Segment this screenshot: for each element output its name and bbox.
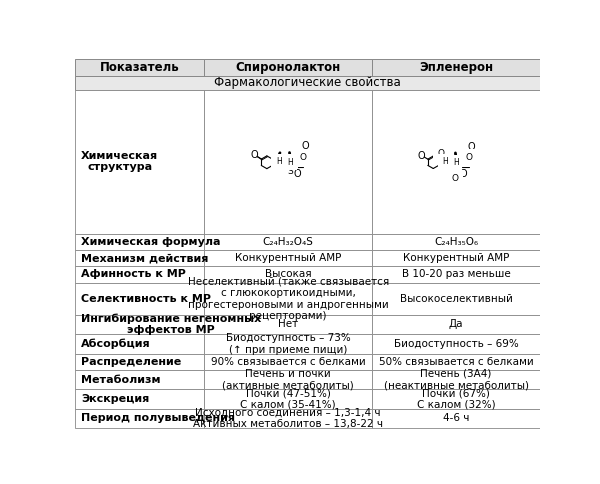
- Text: Ḧ: Ḧ: [275, 159, 281, 167]
- Bar: [204, 370, 372, 389]
- Text: Спиронолактон: Спиронолактон: [236, 61, 341, 74]
- Text: Фармакологические свойства: Фармакологические свойства: [214, 76, 401, 89]
- Bar: [75, 353, 204, 370]
- Text: Эпленерон: Эпленерон: [419, 61, 493, 74]
- Text: Экскреция: Экскреция: [81, 394, 149, 404]
- Text: Ингибирование негеномных
эффектов МР: Ингибирование негеномных эффектов МР: [81, 313, 262, 335]
- Text: Почки (67%)
С калом (32%): Почки (67%) С калом (32%): [417, 388, 496, 410]
- Text: O: O: [294, 169, 301, 179]
- Text: Показатель: Показатель: [100, 61, 179, 74]
- Text: Биодоступность – 69%: Биодоступность – 69%: [394, 339, 518, 349]
- Text: O: O: [302, 141, 309, 151]
- Bar: [204, 250, 372, 266]
- Bar: [75, 370, 204, 389]
- Text: Да: Да: [449, 319, 463, 330]
- Bar: [372, 233, 540, 250]
- Bar: [204, 353, 372, 370]
- Text: C₂₄H₃₅O₆: C₂₄H₃₅O₆: [434, 237, 478, 247]
- Bar: [204, 389, 372, 408]
- Text: H: H: [276, 157, 281, 166]
- Text: Нет: Нет: [278, 319, 298, 330]
- Text: Абсорбция: Абсорбция: [81, 339, 151, 349]
- Text: O: O: [437, 149, 444, 158]
- Text: Высокоселективный: Высокоселективный: [400, 294, 512, 304]
- Text: O: O: [467, 142, 475, 151]
- Bar: [204, 283, 372, 315]
- Bar: [204, 408, 372, 428]
- Bar: [75, 233, 204, 250]
- Text: Печень и почки
(активные метаболиты): Печень и почки (активные метаболиты): [223, 369, 354, 391]
- Text: O: O: [469, 150, 476, 159]
- Text: Период полувыведения: Период полувыведения: [81, 413, 235, 424]
- Bar: [372, 90, 540, 233]
- Bar: [372, 59, 540, 76]
- Bar: [372, 408, 540, 428]
- Bar: [75, 90, 204, 233]
- Text: H: H: [453, 158, 458, 167]
- Text: Распределение: Распределение: [81, 357, 181, 367]
- Text: 50% связывается с белками: 50% связывается с белками: [379, 357, 533, 367]
- Bar: [75, 315, 204, 334]
- Text: S: S: [287, 167, 293, 176]
- Bar: [75, 283, 204, 315]
- Bar: [204, 90, 372, 233]
- Bar: [75, 250, 204, 266]
- Text: O: O: [300, 153, 307, 162]
- Bar: [75, 76, 540, 90]
- Text: O: O: [452, 174, 458, 183]
- Text: O: O: [418, 151, 425, 161]
- Text: Печень (3А4)
(неактивные метаболиты): Печень (3А4) (неактивные метаболиты): [383, 369, 529, 391]
- Bar: [75, 266, 204, 283]
- Bar: [372, 283, 540, 315]
- Text: Исходного соединения – 1,3-1,4 ч
Активных метаболитов – 13,8-22 ч: Исходного соединения – 1,3-1,4 ч Активны…: [193, 408, 383, 429]
- Text: O: O: [460, 169, 467, 179]
- Text: Механизм действия: Механизм действия: [81, 253, 209, 263]
- Bar: [372, 370, 540, 389]
- Text: Химическая
структура: Химическая структура: [81, 151, 158, 172]
- Bar: [204, 233, 372, 250]
- Bar: [372, 315, 540, 334]
- Text: O: O: [251, 150, 258, 160]
- Text: Неселективный (также связывается
с глюкокортикоидными,
прогестероновыми и андрог: Неселективный (также связывается с глюко…: [188, 276, 389, 321]
- Bar: [204, 266, 372, 283]
- Text: O: O: [466, 153, 472, 163]
- Text: H: H: [287, 158, 293, 166]
- Bar: [204, 334, 372, 353]
- Bar: [372, 250, 540, 266]
- Text: Селективность к МР: Селективность к МР: [81, 294, 211, 304]
- Bar: [204, 59, 372, 76]
- Text: Биодоступность – 73%
(↑ при приеме пищи): Биодоступность – 73% (↑ при приеме пищи): [226, 333, 350, 355]
- Text: H: H: [442, 157, 448, 166]
- Text: Метаболизм: Метаболизм: [81, 375, 161, 385]
- Bar: [372, 266, 540, 283]
- Bar: [372, 334, 540, 353]
- Text: Афинность к МР: Афинность к МР: [81, 270, 186, 279]
- Text: Ḧ: Ḧ: [286, 160, 292, 169]
- Text: Химическая формула: Химическая формула: [81, 237, 221, 247]
- Bar: [75, 408, 204, 428]
- Bar: [75, 59, 204, 76]
- Text: C₂₄H₃₂O₄S: C₂₄H₃₂O₄S: [263, 237, 314, 247]
- Bar: [75, 334, 204, 353]
- Bar: [372, 389, 540, 408]
- Text: В 10-20 раз меньше: В 10-20 раз меньше: [401, 270, 511, 279]
- Text: O: O: [304, 150, 311, 159]
- Text: Конкурентный АМР: Конкурентный АМР: [403, 253, 509, 263]
- Text: 90% связывается с белками: 90% связывается с белками: [211, 357, 365, 367]
- Bar: [372, 353, 540, 370]
- Text: 4-6 ч: 4-6 ч: [443, 413, 469, 424]
- Bar: [204, 315, 372, 334]
- Text: Конкурентный АМР: Конкурентный АМР: [235, 253, 341, 263]
- Text: Почки (47-51%)
С калом (35-41%): Почки (47-51%) С калом (35-41%): [241, 388, 336, 410]
- Bar: [75, 389, 204, 408]
- Text: Высокая: Высокая: [265, 270, 311, 279]
